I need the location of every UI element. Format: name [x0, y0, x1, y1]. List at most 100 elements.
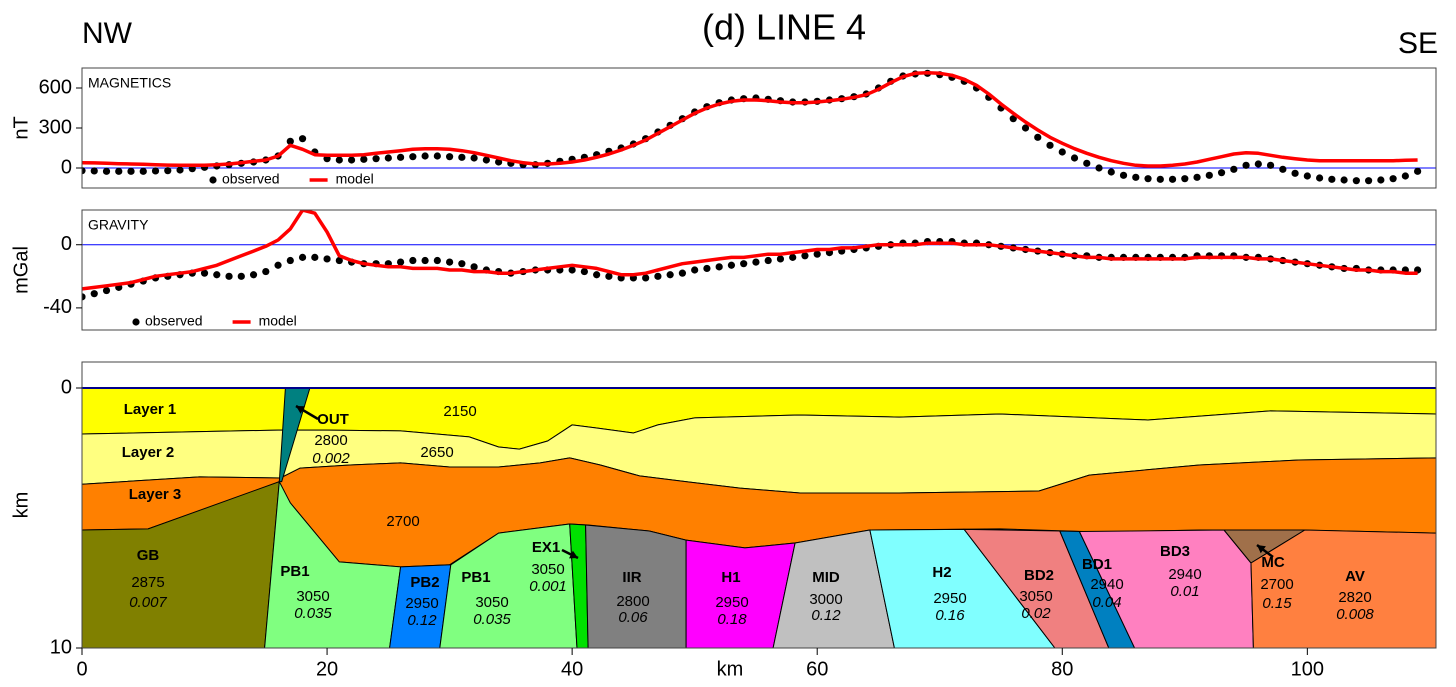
- data-point: [421, 152, 429, 160]
- x-tick-label: 80: [1051, 658, 1073, 680]
- arrow-head: [1257, 545, 1266, 554]
- legend-label: model: [259, 313, 297, 329]
- data-point: [1009, 115, 1017, 123]
- data-point: [298, 253, 307, 261]
- data-point: [298, 135, 307, 143]
- panel-frame: [81, 361, 1437, 649]
- data-point: [1266, 161, 1275, 169]
- data-point: [470, 263, 478, 271]
- data-point: [1144, 175, 1152, 183]
- data-point: [433, 256, 441, 265]
- body-name: BD3: [1160, 543, 1190, 560]
- y-tick-label: 600: [39, 76, 72, 98]
- data-point: [1303, 172, 1311, 180]
- data-point: [715, 263, 723, 271]
- legend-label: model: [336, 171, 374, 187]
- body-density: 3050: [1019, 588, 1052, 605]
- body-density: 2940: [1168, 566, 1201, 583]
- body-density: 2820: [1338, 589, 1371, 606]
- body-susceptibility: 0.035: [473, 611, 511, 628]
- y-axis-label: nT: [10, 116, 32, 139]
- direction-left: NW: [82, 17, 133, 50]
- data-point: [1070, 154, 1079, 162]
- data-point: [1279, 165, 1287, 173]
- data-point: [1132, 173, 1140, 181]
- y-tick-label: 0: [61, 156, 72, 178]
- data-point: [82, 167, 86, 175]
- data-point: [225, 272, 233, 280]
- body-density: 2700: [386, 513, 419, 530]
- data-point: [139, 167, 147, 175]
- data-point: [1046, 141, 1054, 149]
- data-point: [1242, 161, 1250, 169]
- data-point: [458, 260, 466, 268]
- y-tick-label: 10: [50, 636, 72, 658]
- data-point: [801, 252, 809, 260]
- data-point: [495, 158, 503, 166]
- body-density: 2800: [616, 593, 649, 610]
- body-name: PB2: [410, 574, 439, 591]
- data-point: [727, 261, 736, 269]
- y-axis-label: mGal: [10, 246, 32, 294]
- body-density: 2800: [314, 432, 347, 449]
- body-name: Layer 1: [124, 401, 177, 418]
- data-point: [335, 156, 343, 164]
- data-point: [691, 266, 699, 274]
- body-name: PB1: [461, 569, 490, 586]
- body-susceptibility: 0.18: [717, 611, 747, 628]
- data-point: [1168, 175, 1177, 183]
- data-point: [776, 255, 785, 263]
- data-point: [286, 256, 294, 265]
- data-point: [1083, 159, 1091, 167]
- body-name: H2: [932, 564, 951, 581]
- data-point: [127, 167, 135, 175]
- body-susceptibility: 0.01: [1170, 583, 1199, 600]
- data-point: [568, 266, 576, 274]
- x-tick-label: 40: [561, 658, 583, 680]
- data-point: [409, 153, 417, 161]
- data-point: [1230, 165, 1238, 173]
- data-point: [1340, 176, 1348, 184]
- legend-marker: [209, 176, 217, 184]
- data-point: [90, 167, 98, 175]
- plot-area: [82, 69, 1436, 185]
- data-point: [1156, 175, 1164, 183]
- data-point: [593, 271, 601, 279]
- data-point: [384, 154, 392, 162]
- body-name: GB: [137, 547, 160, 564]
- body-density: 2650: [420, 444, 453, 461]
- model-line: [82, 210, 1418, 291]
- data-point: [482, 156, 490, 164]
- data-point: [323, 255, 331, 263]
- data-point: [1377, 176, 1385, 184]
- data-point: [1021, 124, 1030, 132]
- figure-title: (d) LINE 4: [702, 7, 866, 48]
- body-density: 2940: [1090, 576, 1123, 593]
- data-point: [1095, 164, 1103, 172]
- data-point: [335, 256, 343, 265]
- body-susceptibility: 0.15: [1262, 595, 1292, 612]
- data-point: [1352, 177, 1360, 185]
- data-point: [249, 271, 258, 279]
- body-name: H1: [721, 569, 740, 586]
- data-point: [1119, 171, 1128, 179]
- legend-marker: [132, 318, 140, 326]
- data-point: [678, 269, 687, 277]
- body-susceptibility: 0.16: [935, 607, 965, 624]
- body-susceptibility: 0.02: [1021, 605, 1051, 622]
- data-point: [1389, 175, 1397, 183]
- body-susceptibility: 0.007: [129, 594, 167, 611]
- data-point: [311, 253, 319, 261]
- data-point: [446, 258, 454, 266]
- body-density: 2950: [715, 594, 748, 611]
- arrow-head: [296, 406, 305, 414]
- data-point: [605, 272, 613, 280]
- data-point: [789, 253, 797, 261]
- body-name: AV: [1345, 568, 1365, 585]
- data-point: [433, 152, 441, 160]
- body-name: Layer 2: [122, 444, 175, 461]
- body-name: EX1: [532, 539, 560, 556]
- x-tick-label: 20: [316, 658, 338, 680]
- body-density: 3050: [296, 588, 329, 605]
- data-point: [703, 264, 711, 273]
